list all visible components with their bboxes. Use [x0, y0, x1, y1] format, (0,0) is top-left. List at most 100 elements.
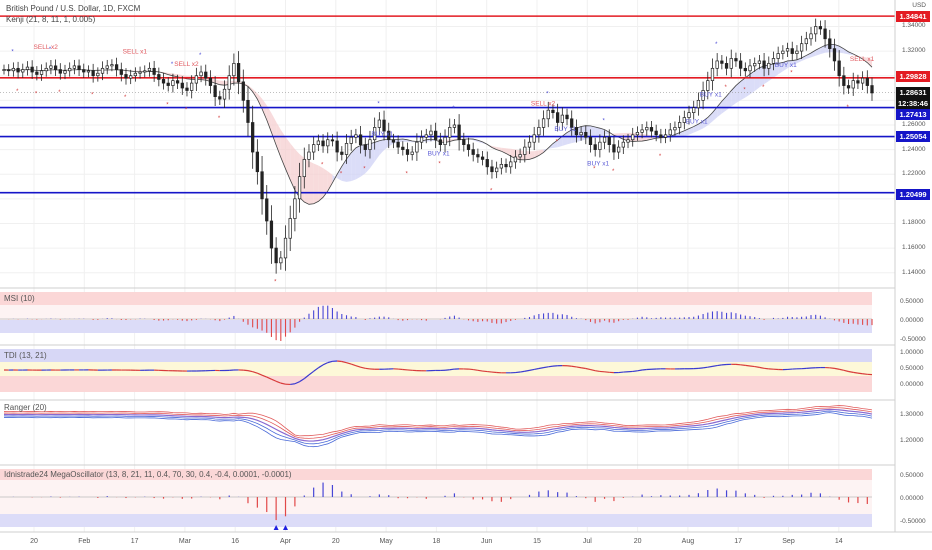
candle-body: [846, 85, 851, 89]
kenji-cloud-segment: [219, 80, 225, 86]
ranger-band-line: [3, 405, 873, 437]
candle-body: [72, 65, 77, 69]
candle-body: [35, 71, 39, 75]
candle-body: [738, 60, 743, 69]
candle-body: [635, 131, 640, 136]
candle-body: [377, 119, 381, 128]
candle-body: [161, 79, 166, 84]
buy-signal-label: BUY x1: [587, 161, 609, 168]
tdi-line-segment: [524, 369, 530, 372]
candle-body: [293, 198, 297, 219]
currency-label: USD: [912, 2, 926, 9]
kenji-cloud-segment: [740, 77, 746, 101]
kenji-cloud-segment: [552, 140, 558, 149]
kenji-cloud-segment: [529, 151, 535, 160]
candle-body: [659, 134, 663, 138]
candle-body: [227, 75, 231, 90]
msi-label[interactable]: MSI (10): [4, 294, 35, 303]
tdi-line-segment: [642, 368, 647, 371]
price-pane[interactable]: SELL x2 SELL x1 SELL x2 BUY x1 BUY x1 SELL x2…: [0, 15, 895, 286]
tdi-line-segment: [576, 366, 582, 369]
swing-high-marker: *: [171, 62, 174, 68]
candle-body: [762, 60, 766, 69]
tdi-line-segment: [749, 365, 755, 368]
tdi-line-segment: [313, 367, 319, 372]
candle-body: [551, 109, 555, 113]
candle-body: [612, 144, 616, 153]
kenji-cloud-segment: [355, 145, 361, 180]
tdi-line-segment: [843, 369, 849, 373]
megaoscillator-label[interactable]: Idnistrade24 MegaOscillator (13, 8, 21, …: [4, 470, 292, 479]
sell-signal-label: SELL x2: [531, 100, 556, 107]
msi-pane[interactable]: 0.50000 0.00000 -0.50000: [0, 292, 926, 343]
price-tick-label: 1.22000: [902, 170, 926, 178]
candle-body: [166, 82, 170, 86]
candle-body: [274, 247, 278, 264]
candle-body: [358, 134, 363, 146]
tdi-pane[interactable]: 1.00000 0.50000 0.00000: [0, 349, 924, 392]
support-price-label: 1.27413: [896, 109, 930, 120]
candle-body: [602, 136, 607, 143]
swing-low-marker: *: [790, 70, 793, 76]
tdi-line-segment: [355, 365, 361, 368]
candle-body: [53, 65, 58, 70]
x-tick-label: 20: [30, 538, 38, 545]
candle-body: [316, 140, 320, 146]
candle-body: [776, 53, 780, 59]
kenji-cloud-segment: [262, 98, 267, 120]
candle-body: [58, 69, 62, 74]
tdi-tick-label: 0.00000: [900, 381, 924, 388]
candle-body: [588, 136, 593, 146]
swing-low-marker: *: [725, 85, 728, 91]
megaoscillator-pane[interactable]: 0.50000 0.00000 -0.50000: [0, 469, 926, 530]
candle-body: [11, 67, 16, 72]
tdi-line-segment: [266, 376, 272, 380]
candle-body: [818, 26, 823, 30]
candle-body: [537, 127, 541, 136]
tdi-line-segment: [252, 371, 258, 374]
tdi-line-segment: [543, 366, 549, 369]
swing-high-marker: *: [49, 47, 52, 53]
indicator-label[interactable]: Kenji (21, 8, 11, 1, 0.005): [6, 15, 96, 24]
candle-body: [799, 43, 804, 52]
candle-body: [640, 129, 644, 133]
candle-body: [701, 90, 705, 101]
candle-body: [495, 167, 499, 173]
candle-body: [429, 130, 433, 136]
kenji-cloud-segment: [689, 126, 694, 135]
tdi-line-segment: [857, 372, 863, 375]
tdi-line-segment: [318, 364, 324, 369]
grid: [0, 0, 895, 532]
ranger-pane[interactable]: 1.30000 1.20000: [3, 405, 924, 448]
tdi-line-segment: [829, 367, 835, 369]
swing-low-marker: *: [321, 163, 324, 169]
candle-body: [490, 166, 494, 173]
candle-body: [330, 139, 335, 142]
candle-body: [180, 82, 184, 89]
candle-body: [368, 139, 372, 150]
kenji-cloud-segment: [496, 146, 502, 152]
candle-body: [297, 176, 302, 200]
swing-low-marker: *: [35, 91, 38, 97]
candle-body: [396, 141, 400, 148]
kenji-cloud-segment: [374, 140, 380, 162]
swing-low-marker: *: [218, 116, 221, 122]
candle-body: [743, 67, 747, 72]
candle-body: [91, 70, 95, 77]
swing-low-marker: *: [556, 139, 559, 145]
candle-body: [448, 127, 452, 138]
tdi-lower-zone: [0, 376, 872, 392]
candle-body: [513, 156, 518, 163]
tdi-label[interactable]: TDI (13, 21): [4, 351, 47, 360]
tdi-line-segment: [303, 374, 310, 380]
candle-body: [532, 134, 536, 143]
candle-body: [312, 144, 316, 153]
candle-body: [748, 65, 752, 72]
swing-low-marker: *: [124, 95, 127, 101]
ranger-label[interactable]: Ranger (20): [4, 403, 47, 412]
kenji-cloud-segment: [379, 139, 385, 156]
buy-signal-label: BUY x1: [775, 62, 797, 69]
kenji-cloud-segment: [257, 93, 263, 109]
